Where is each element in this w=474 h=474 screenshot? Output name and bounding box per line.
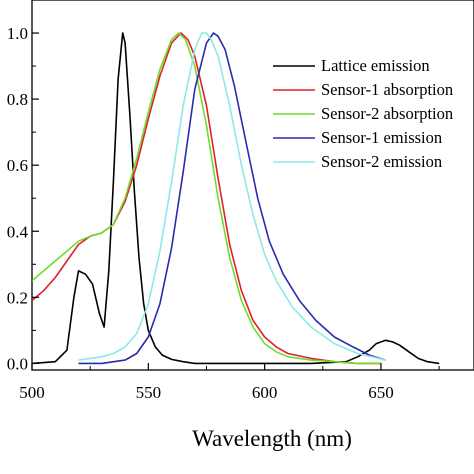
y-tick-label: 0.6 [7,156,28,175]
x-tick-label: 600 [252,383,278,402]
series-line-1 [32,32,440,365]
series-layer [32,32,440,365]
legend-label-5: Sensor-2 emission [321,152,442,171]
y-tick-label: 0.4 [7,222,29,241]
x-axis-title: Wavelength (nm) [192,426,352,451]
y-tick-label: 1.0 [7,24,28,43]
y-tick-label: 0.8 [7,90,28,109]
x-tick-label: 500 [19,383,45,402]
series-line-2 [32,32,381,365]
y-tick-label: 0.2 [7,288,28,307]
series-line-5 [78,32,386,361]
x-tick-label: 650 [368,383,394,402]
series-line-3 [32,32,381,365]
legend-label-3: Sensor-2 absorption [321,104,453,123]
axis-ticks: 500 550 600 650 0.0 0.2 0.4 0.6 0.8 1.0 [7,0,440,402]
series-line-4 [78,32,386,365]
legend-label-4: Sensor-1 emission [321,128,442,147]
x-tick-label: 550 [136,383,162,402]
plot-frame [31,0,474,371]
legend-label-2: Sensor-1 absorption [321,80,453,99]
legend: Lattice emission Sensor-1 absorption Senso… [273,56,453,171]
legend-label-1: Lattice emission [321,56,430,75]
y-tick-label: 0.0 [7,354,28,373]
